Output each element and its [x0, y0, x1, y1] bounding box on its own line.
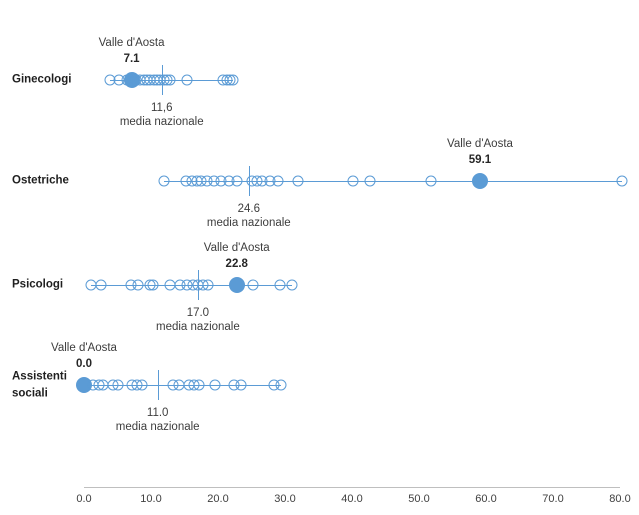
mean-annotation-value: 17.0: [186, 307, 210, 319]
region-marker: [95, 279, 107, 291]
national-mean-line: [157, 370, 159, 400]
x-axis-tick-label: 0.0: [76, 493, 92, 505]
highlight-annotation-value: 7.1: [123, 53, 140, 65]
highlight-annotation-name: Valle d'Aosta: [447, 138, 513, 150]
highlight-marker-valle-daosta: [228, 277, 245, 293]
region-marker: [147, 279, 159, 291]
mean-annotation-value: 11,6: [150, 102, 173, 114]
highlight-annotation-value: 22.8: [225, 258, 248, 270]
region-marker: [275, 379, 287, 391]
region-marker: [292, 175, 304, 187]
region-marker: [272, 175, 284, 187]
mean-annotation-caption: media nazionale: [119, 116, 204, 128]
region-marker: [181, 74, 193, 86]
highlight-annotation-name: Valle d'Aosta: [203, 242, 270, 254]
x-axis-tick-label: 40.0: [341, 493, 363, 505]
x-axis-line: [84, 487, 620, 488]
region-marker: [247, 279, 259, 291]
mean-annotation-caption: media nazionale: [156, 321, 240, 333]
region-marker: [425, 175, 437, 187]
x-axis-tick-label: 80.0: [609, 493, 631, 505]
region-marker: [202, 279, 214, 291]
x-axis-tick-label: 30.0: [274, 493, 296, 505]
highlight-marker-valle-daosta: [471, 173, 488, 189]
x-axis-tick-label: 70.0: [542, 493, 564, 505]
region-marker: [616, 175, 628, 187]
highlight-annotation-value: 0.0: [76, 358, 92, 370]
x-axis-tick-label: 20.0: [207, 493, 229, 505]
region-marker: [158, 175, 170, 187]
x-axis-tick-label: 10.0: [140, 493, 162, 505]
mean-annotation-caption: media nazionale: [206, 217, 291, 229]
region-marker: [235, 379, 247, 391]
highlight-annotation-name: Valle d'Aosta: [51, 342, 117, 354]
category-label: Psicologi: [12, 278, 64, 291]
x-axis-tick-label: 60.0: [475, 493, 497, 505]
category-label: Ginecologi: [12, 73, 72, 86]
mean-annotation-caption: media nazionale: [115, 421, 200, 433]
row-range-line: [163, 181, 622, 182]
region-marker: [193, 379, 205, 391]
region-marker: [132, 279, 144, 291]
region-marker: [112, 379, 124, 391]
region-marker: [136, 379, 148, 391]
region-marker: [227, 74, 239, 86]
region-marker: [164, 74, 176, 86]
category-label: Ostetriche: [12, 174, 69, 187]
category-label: Assistenti sociali: [12, 370, 67, 399]
region-marker: [347, 175, 359, 187]
highlight-annotation-value: 59.1: [468, 154, 492, 166]
region-marker: [286, 279, 298, 291]
x-axis-tick-label: 50.0: [408, 493, 430, 505]
mean-annotation-value: 11.0: [146, 407, 169, 419]
region-marker: [364, 175, 376, 187]
mean-annotation-value: 24.6: [237, 203, 261, 215]
region-marker: [274, 279, 286, 291]
region-marker: [231, 175, 243, 187]
highlight-annotation-name: Valle d'Aosta: [98, 37, 165, 49]
region-marker: [209, 379, 221, 391]
